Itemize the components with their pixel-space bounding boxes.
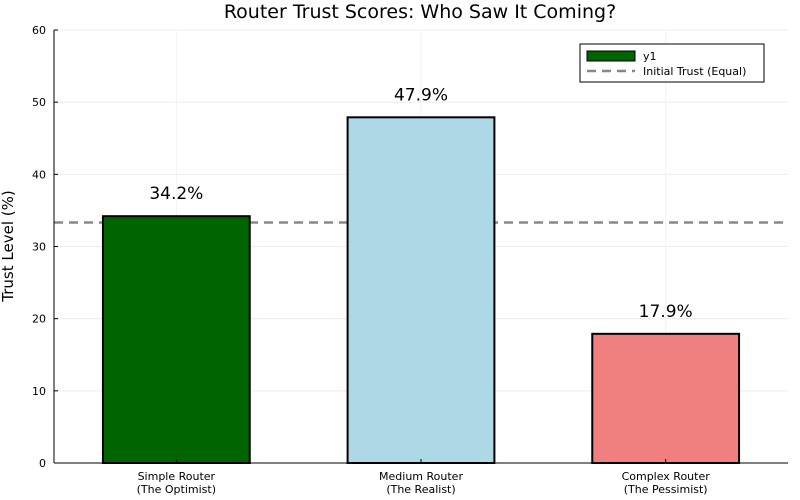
x-tick-label: Simple Router (The Optimist) [137, 470, 216, 496]
bars [101, 116, 741, 465]
y-tick-label: 60 [32, 24, 46, 37]
data-labels: 34.2% 47.9% 17.9% [149, 85, 693, 322]
y-tick-label: 10 [32, 385, 46, 398]
legend-label: y1 [643, 50, 657, 63]
y-tick-label: 40 [32, 168, 46, 181]
y-tick-label: 30 [32, 241, 46, 254]
legend-label: Initial Trust (Equal) [643, 65, 746, 78]
bar [591, 332, 741, 464]
bar [346, 116, 496, 465]
data-label: 47.9% [394, 85, 448, 105]
data-label: 17.9% [639, 302, 693, 322]
y-tick-label: 0 [39, 457, 46, 470]
y-tick-label: 20 [32, 313, 46, 326]
x-tick-label: Complex Router (The Pessimist) [622, 470, 711, 496]
x-tick-label: Medium Router (The Realist) [379, 470, 463, 496]
y-axis-label: Trust Level (%) [0, 190, 17, 302]
chart-title: Router Trust Scores: Who Saw It Coming? [224, 1, 616, 23]
legend-box [579, 43, 765, 83]
legend-swatch-bar [586, 50, 636, 62]
legend: y1 Initial Trust (Equal) [579, 43, 765, 83]
y-tick-label: 50 [32, 96, 46, 109]
axes: 0 10 20 30 40 50 60 Simple Router (The Optimist)… [32, 24, 788, 496]
data-label: 34.2% [149, 184, 203, 204]
bar [101, 215, 251, 464]
